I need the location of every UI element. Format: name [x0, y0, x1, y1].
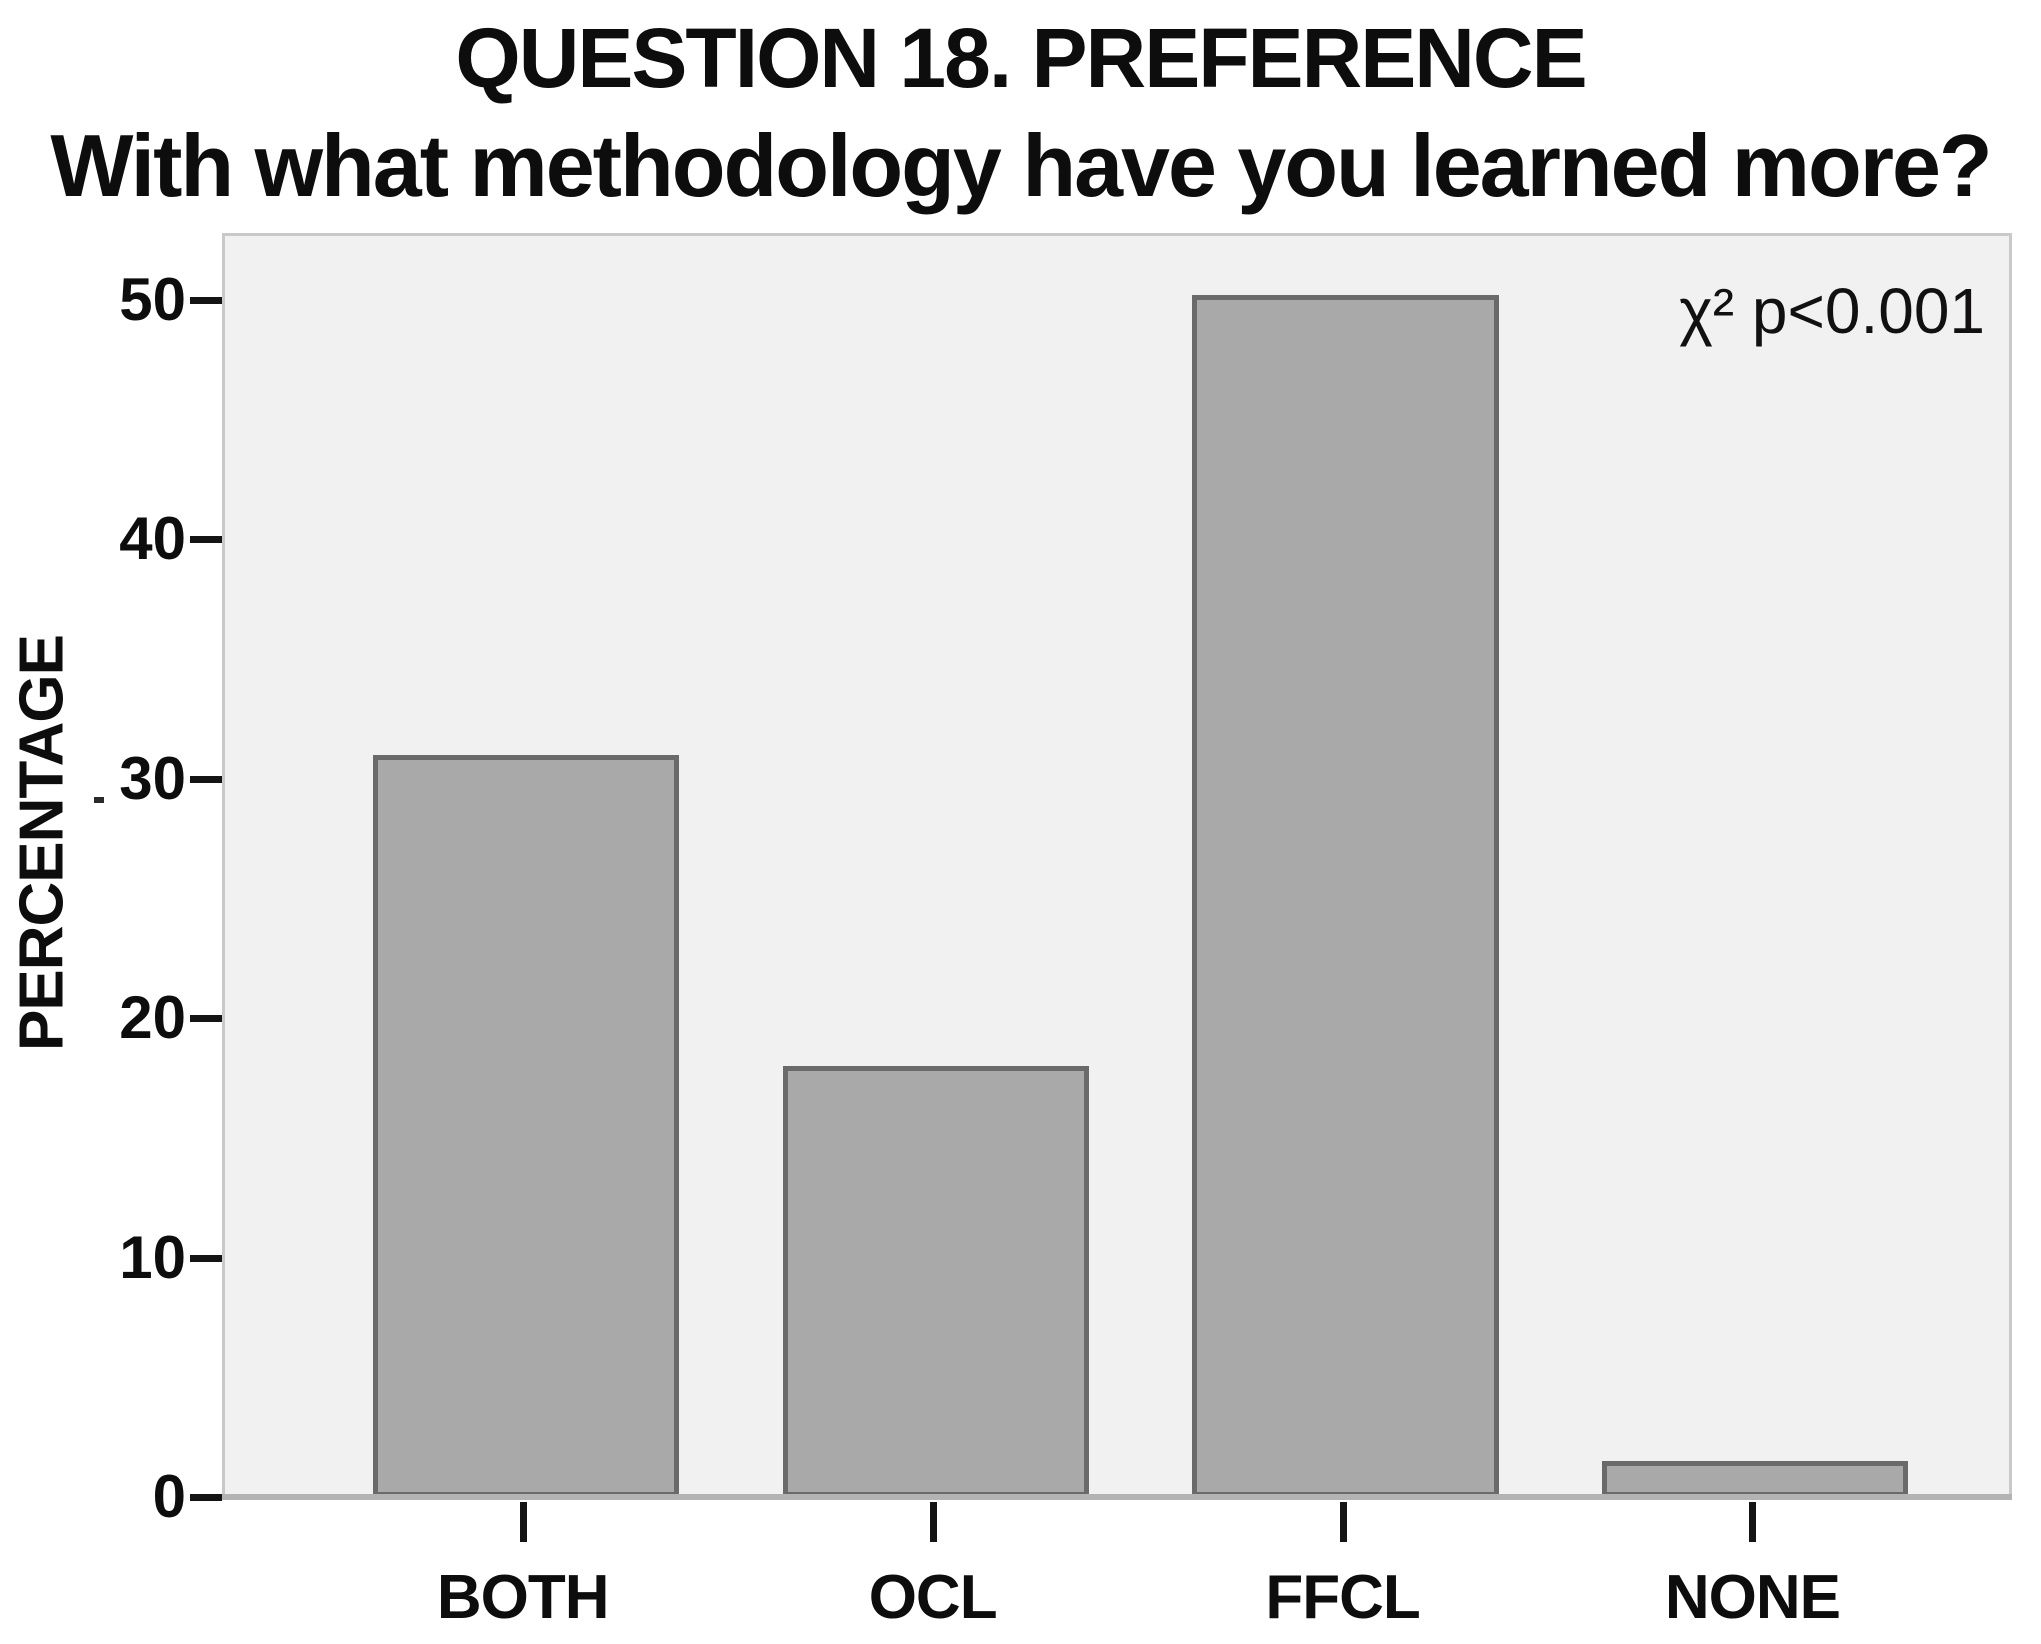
y-tick-label: 40 — [119, 505, 186, 573]
y-tick-label: 50 — [119, 266, 186, 334]
chart-subtitle: With what methodology have you learned m… — [50, 116, 1992, 215]
x-tick-mark — [929, 1502, 937, 1542]
stray-mark — [94, 797, 104, 803]
chi-square-annotation: χ² p<0.001 — [1679, 275, 1985, 347]
y-tick-label: 30 — [119, 744, 186, 812]
chart-title: QUESTION 18. PREFERENCE — [455, 11, 1587, 105]
y-tick-mark — [190, 536, 222, 544]
bar-ocl — [782, 1066, 1089, 1497]
y-tick-mark — [190, 1494, 222, 1501]
y-tick-mark — [190, 297, 222, 305]
y-tick-mark — [190, 1015, 222, 1023]
y-tick-mark — [190, 775, 222, 783]
x-axis-line — [220, 1494, 2012, 1500]
y-tick-label: 0 — [152, 1463, 186, 1530]
bar-none — [1602, 1461, 1909, 1497]
bar-ffcl — [1192, 295, 1499, 1497]
x-axis-label-ocl: OCL — [868, 1563, 998, 1632]
x-tick-mark — [1339, 1502, 1347, 1542]
bar-both — [372, 754, 679, 1497]
x-axis-label-both: BOTH — [436, 1563, 610, 1632]
y-tick-label: 10 — [119, 1223, 186, 1291]
x-axis-label-ffcl: FFCL — [1265, 1563, 1420, 1632]
x-tick-mark — [1749, 1502, 1757, 1542]
y-tick-mark — [190, 1254, 222, 1262]
plot-area: χ² p<0.001 — [222, 233, 2012, 1497]
y-tick-label: 20 — [119, 984, 186, 1052]
x-tick-mark — [519, 1502, 527, 1542]
x-axis-label-none: NONE — [1664, 1563, 1841, 1632]
